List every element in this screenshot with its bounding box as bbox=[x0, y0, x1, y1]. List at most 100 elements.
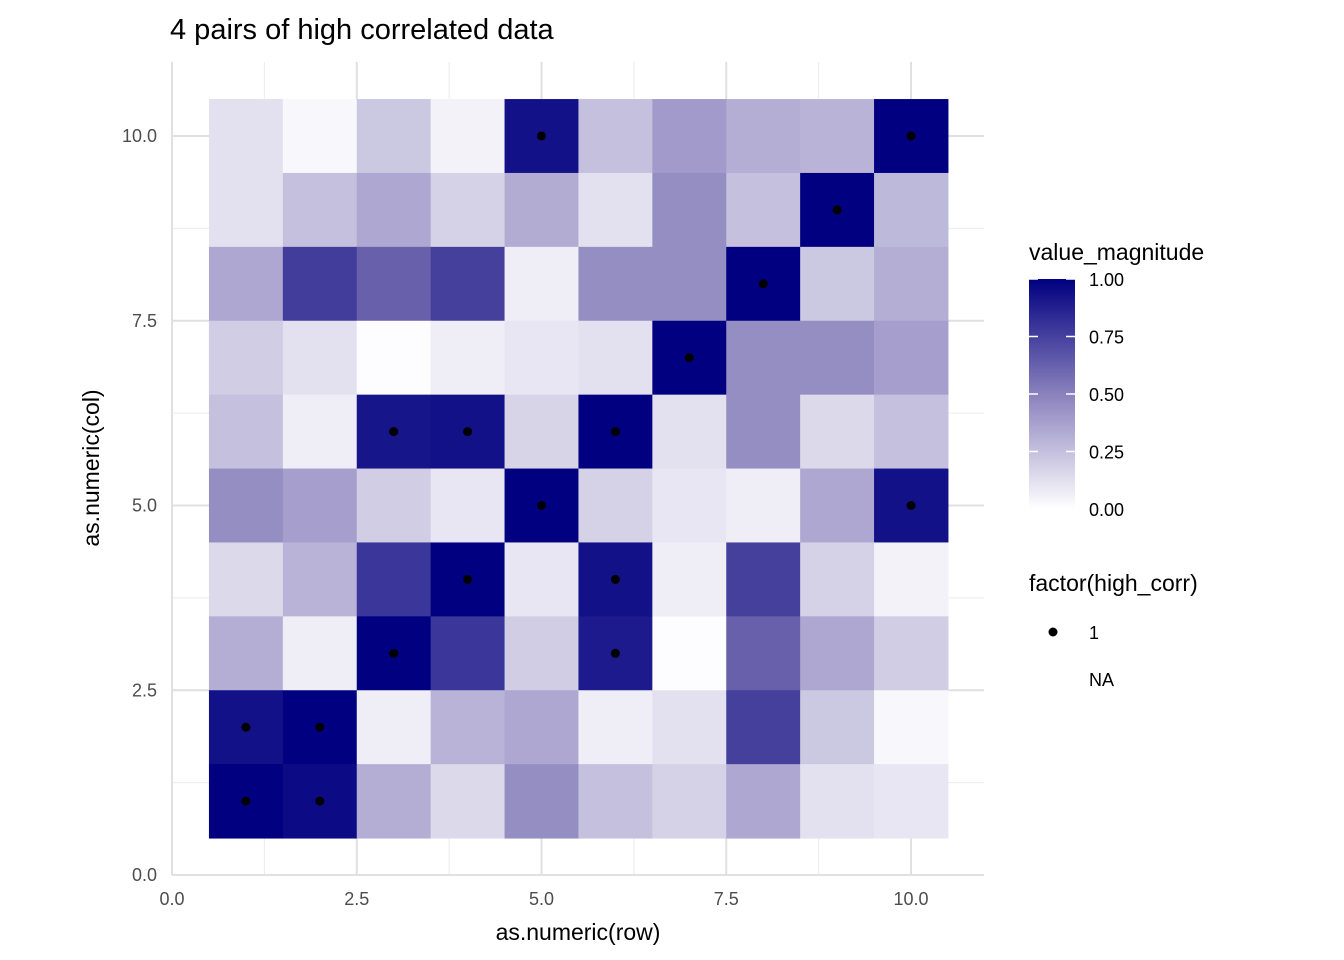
x-axis-title: as.numeric(row) bbox=[496, 919, 661, 945]
heatmap-tile bbox=[282, 394, 358, 470]
high-corr-point bbox=[832, 205, 842, 215]
heatmap-tile bbox=[356, 246, 432, 322]
color-legend-title: value_magnitude bbox=[1029, 239, 1204, 265]
heatmap-tile bbox=[578, 99, 653, 174]
high-corr-point bbox=[315, 796, 325, 806]
heatmap-tile bbox=[578, 172, 653, 248]
point-legend-key bbox=[1048, 627, 1058, 637]
high-corr-point bbox=[537, 501, 546, 510]
heatmap-tile bbox=[800, 542, 875, 617]
heatmap-tile bbox=[282, 320, 358, 396]
heatmap-tile bbox=[282, 172, 358, 248]
heatmap-tile bbox=[578, 468, 653, 543]
heatmap-tile bbox=[726, 468, 801, 543]
high-corr-point bbox=[906, 501, 916, 510]
heatmap-tile bbox=[578, 764, 653, 839]
y-axis-ticks: 0.0 2.5 5.0 7.5 10.0 bbox=[122, 126, 157, 885]
heatmap-tile bbox=[726, 542, 801, 617]
heatmap-tile bbox=[726, 690, 801, 765]
heatmap-tile bbox=[430, 246, 506, 322]
heatmap-tile bbox=[356, 542, 432, 617]
heatmap-tile bbox=[652, 172, 727, 248]
high-corr-point bbox=[610, 648, 620, 658]
color-legend-break-label: 0.25 bbox=[1089, 443, 1124, 463]
color-legend: value_magnitude 0.00 0.25 0.50 0.75 1.00 bbox=[1029, 239, 1204, 520]
y-tick-label: 2.5 bbox=[132, 680, 157, 700]
heatmap-tile bbox=[282, 542, 358, 617]
heatmap-tile bbox=[800, 99, 875, 174]
heatmap-tile bbox=[726, 764, 801, 839]
heatmap-tile bbox=[874, 246, 949, 322]
heatmap-tile bbox=[652, 99, 727, 174]
x-tick-label: 0.0 bbox=[159, 889, 184, 909]
heatmap-tile bbox=[800, 320, 875, 396]
heatmap-tile bbox=[504, 542, 579, 617]
heatmap-tile bbox=[430, 616, 506, 691]
heatmap-tile bbox=[208, 616, 284, 691]
heatmap-tile bbox=[726, 320, 801, 396]
heatmap-tile bbox=[800, 616, 875, 691]
heatmap-tile bbox=[504, 246, 579, 322]
heatmap-tile bbox=[430, 320, 506, 396]
point-legend-title: factor(high_corr) bbox=[1029, 570, 1198, 596]
heatmap-tile bbox=[874, 690, 949, 765]
heatmap-tile bbox=[874, 764, 949, 839]
heatmap-tile bbox=[652, 246, 727, 322]
high-corr-point bbox=[241, 796, 251, 806]
heatmap-tile bbox=[874, 616, 949, 691]
heatmap-tile bbox=[208, 542, 284, 617]
heatmap-tile bbox=[874, 172, 949, 248]
heatmap-tile bbox=[504, 690, 579, 765]
high-corr-point bbox=[315, 722, 325, 732]
heatmap-tile bbox=[208, 468, 284, 543]
heatmap-tile bbox=[874, 542, 949, 617]
heatmap-tile bbox=[504, 616, 579, 691]
y-axis-title: as.numeric(col) bbox=[78, 389, 104, 546]
high-corr-point bbox=[684, 353, 694, 363]
heatmap-tile bbox=[356, 468, 432, 543]
heatmap-tile bbox=[208, 99, 284, 174]
heatmap-tile bbox=[726, 99, 801, 174]
point-legend-label-na: NA bbox=[1089, 670, 1114, 690]
heatmap-tile bbox=[430, 690, 506, 765]
color-legend-breaks: 0.00 0.25 0.50 0.75 1.00 bbox=[1029, 270, 1124, 520]
color-legend-break-label: 0.50 bbox=[1089, 385, 1124, 405]
heatmap-tile bbox=[430, 764, 506, 839]
heatmap-tile bbox=[652, 764, 727, 839]
heatmap-tile bbox=[430, 172, 506, 248]
color-legend-break-label: 1.00 bbox=[1089, 270, 1124, 290]
heatmap-tile bbox=[726, 172, 801, 248]
high-corr-point bbox=[463, 574, 473, 584]
heatmap-tile bbox=[578, 690, 653, 765]
x-tick-label: 2.5 bbox=[344, 889, 369, 909]
heatmap-tile bbox=[356, 690, 432, 765]
heatmap-tile bbox=[726, 394, 801, 470]
heatmap-tile bbox=[208, 172, 284, 248]
heatmap-tile bbox=[874, 320, 949, 396]
heatmap-tile bbox=[356, 320, 432, 396]
point-legend: factor(high_corr) 1 NA bbox=[1029, 570, 1198, 690]
heatmap-tile bbox=[578, 320, 653, 396]
high-corr-point bbox=[241, 722, 251, 732]
high-corr-point bbox=[537, 131, 546, 141]
y-tick-label: 10.0 bbox=[122, 126, 157, 146]
x-tick-label: 10.0 bbox=[893, 889, 928, 909]
high-corr-point bbox=[389, 648, 399, 658]
heatmap-tile bbox=[282, 99, 358, 174]
point-legend-label-1: 1 bbox=[1089, 623, 1099, 643]
high-corr-points bbox=[241, 131, 916, 806]
y-tick-label: 0.0 bbox=[132, 865, 157, 885]
heatmap-tile bbox=[800, 394, 875, 470]
high-corr-point bbox=[389, 427, 399, 437]
chart-title: 4 pairs of high correlated data bbox=[170, 14, 555, 46]
heatmap-tile bbox=[800, 468, 875, 543]
heatmap-tile bbox=[652, 616, 727, 691]
heatmap-tile bbox=[652, 542, 727, 617]
y-tick-label: 5.0 bbox=[132, 496, 157, 516]
x-tick-label: 7.5 bbox=[714, 889, 739, 909]
heatmap-tile bbox=[578, 246, 653, 322]
heatmap-tile bbox=[356, 99, 432, 174]
heatmap-tile bbox=[800, 764, 875, 839]
heatmap-tile bbox=[356, 764, 432, 839]
heatmap-tile bbox=[208, 394, 284, 470]
